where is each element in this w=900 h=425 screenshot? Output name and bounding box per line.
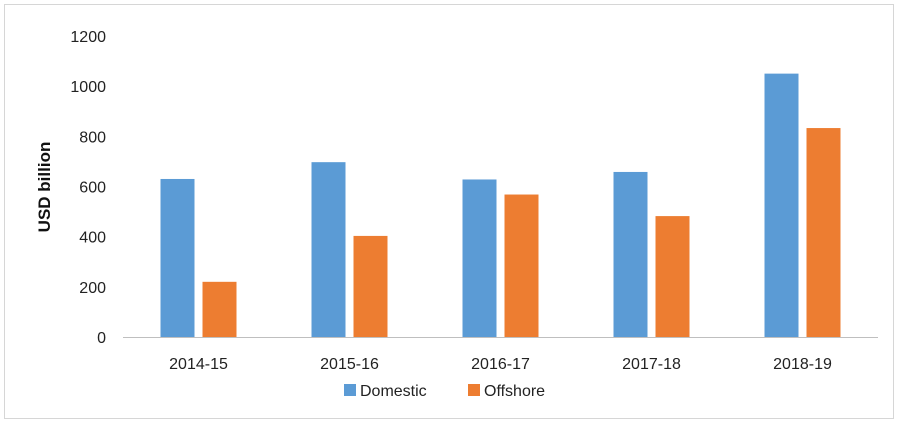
y-tick-label: 1000 bbox=[70, 79, 106, 96]
y-tick-label: 800 bbox=[79, 129, 106, 146]
y-tick-label: 1200 bbox=[70, 29, 106, 46]
bar-offshore-2018-19 bbox=[806, 128, 841, 337]
legend-label-offshore: Offshore bbox=[484, 383, 545, 400]
bar-offshore-2016-17 bbox=[504, 194, 539, 337]
bars-group bbox=[160, 73, 841, 337]
legend-swatch-offshore bbox=[468, 384, 480, 396]
legend: Domestic Offshore bbox=[344, 383, 545, 400]
y-axis-title: USD billion bbox=[35, 142, 54, 233]
y-tick-label: 200 bbox=[79, 280, 106, 297]
chart-frame bbox=[4, 4, 894, 419]
bar-domestic-2018-19 bbox=[764, 73, 799, 337]
x-tick-label: 2017-18 bbox=[622, 356, 681, 373]
x-tick-label: 2016-17 bbox=[471, 356, 530, 373]
bar-offshore-2014-15 bbox=[202, 281, 237, 337]
bar-domestic-2016-17 bbox=[462, 179, 497, 337]
x-tick-label: 2015-16 bbox=[320, 356, 379, 373]
x-tick-label: 2014-15 bbox=[169, 356, 228, 373]
y-tick-label: 600 bbox=[79, 180, 106, 197]
legend-label-domestic: Domestic bbox=[360, 383, 427, 400]
bar-offshore-2015-16 bbox=[353, 235, 388, 337]
legend-swatch-domestic bbox=[344, 384, 356, 396]
bar-offshore-2017-18 bbox=[655, 216, 690, 337]
y-tick-label: 400 bbox=[79, 230, 106, 247]
bar-domestic-2014-15 bbox=[160, 178, 195, 337]
x-tick-label: 2018-19 bbox=[773, 356, 832, 373]
y-tick-label: 0 bbox=[97, 330, 106, 347]
x-axis-ticks: 2014-15 2015-16 2016-17 2017-18 2018-19 bbox=[169, 356, 832, 373]
bar-domestic-2015-16 bbox=[311, 162, 346, 337]
y-axis-ticks: 0 200 400 600 800 1000 1200 bbox=[70, 29, 106, 347]
bar-domestic-2017-18 bbox=[613, 171, 648, 337]
